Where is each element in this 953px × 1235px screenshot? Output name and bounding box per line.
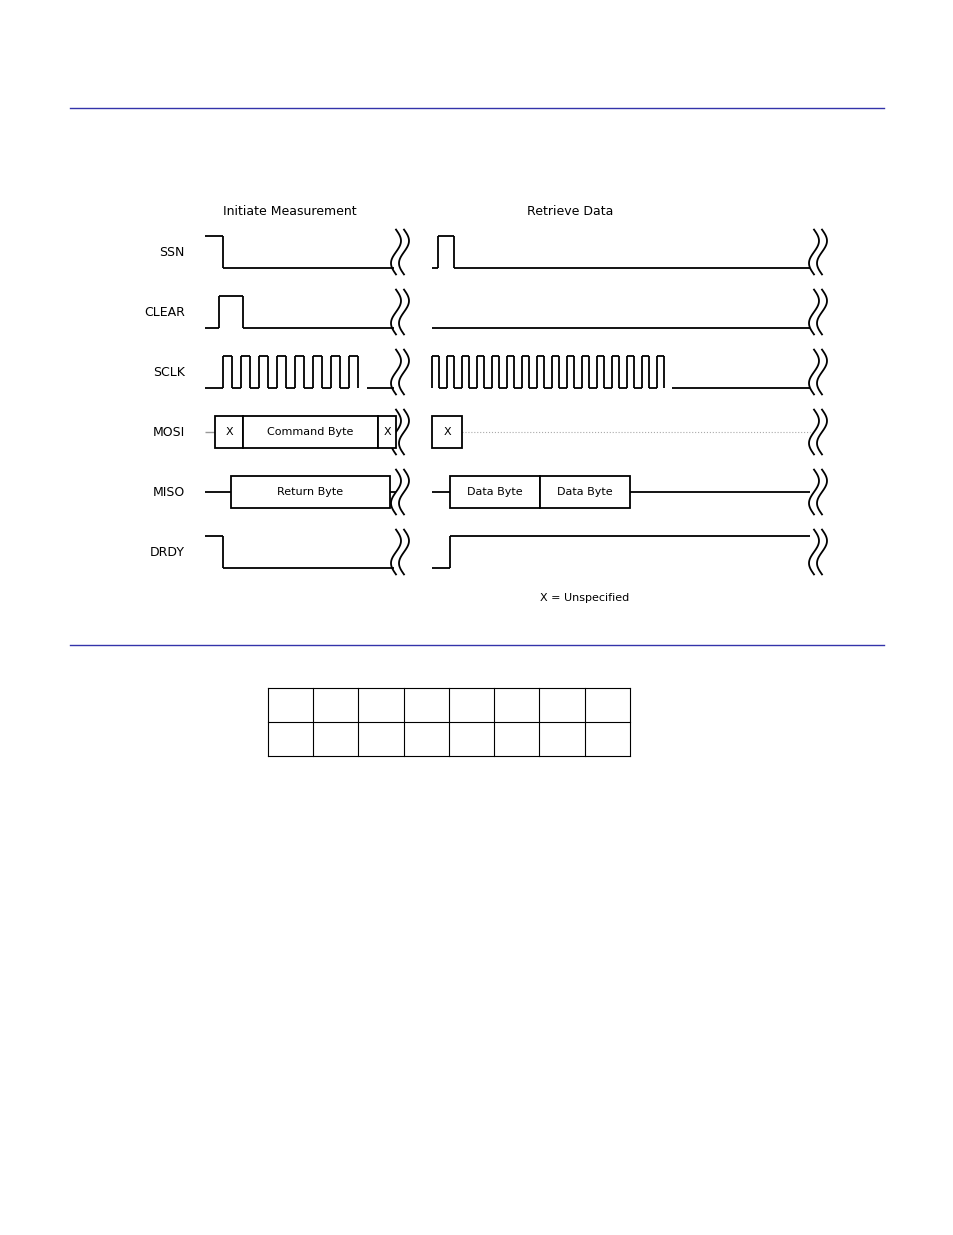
Text: Return Byte: Return Byte <box>277 487 343 496</box>
Text: X: X <box>225 427 233 437</box>
Text: CLEAR: CLEAR <box>144 305 185 319</box>
Text: Data Byte: Data Byte <box>467 487 522 496</box>
Text: Data Byte: Data Byte <box>557 487 612 496</box>
Bar <box>214 416 243 448</box>
Text: MOSI: MOSI <box>152 426 185 438</box>
Bar <box>231 475 390 508</box>
Bar <box>539 475 629 508</box>
Text: X: X <box>383 427 391 437</box>
Text: DRDY: DRDY <box>150 546 185 558</box>
Bar <box>432 416 461 448</box>
Text: X: X <box>443 427 451 437</box>
Text: SCLK: SCLK <box>153 366 185 378</box>
Text: Retrieve Data: Retrieve Data <box>526 205 613 219</box>
Bar <box>377 416 395 448</box>
Text: Command Byte: Command Byte <box>267 427 354 437</box>
Text: MISO: MISO <box>152 485 185 499</box>
Text: X = Unspecified: X = Unspecified <box>539 593 629 603</box>
Text: Initiate Measurement: Initiate Measurement <box>223 205 356 219</box>
Text: SSN: SSN <box>159 246 185 258</box>
Bar <box>243 416 377 448</box>
Bar <box>450 475 539 508</box>
